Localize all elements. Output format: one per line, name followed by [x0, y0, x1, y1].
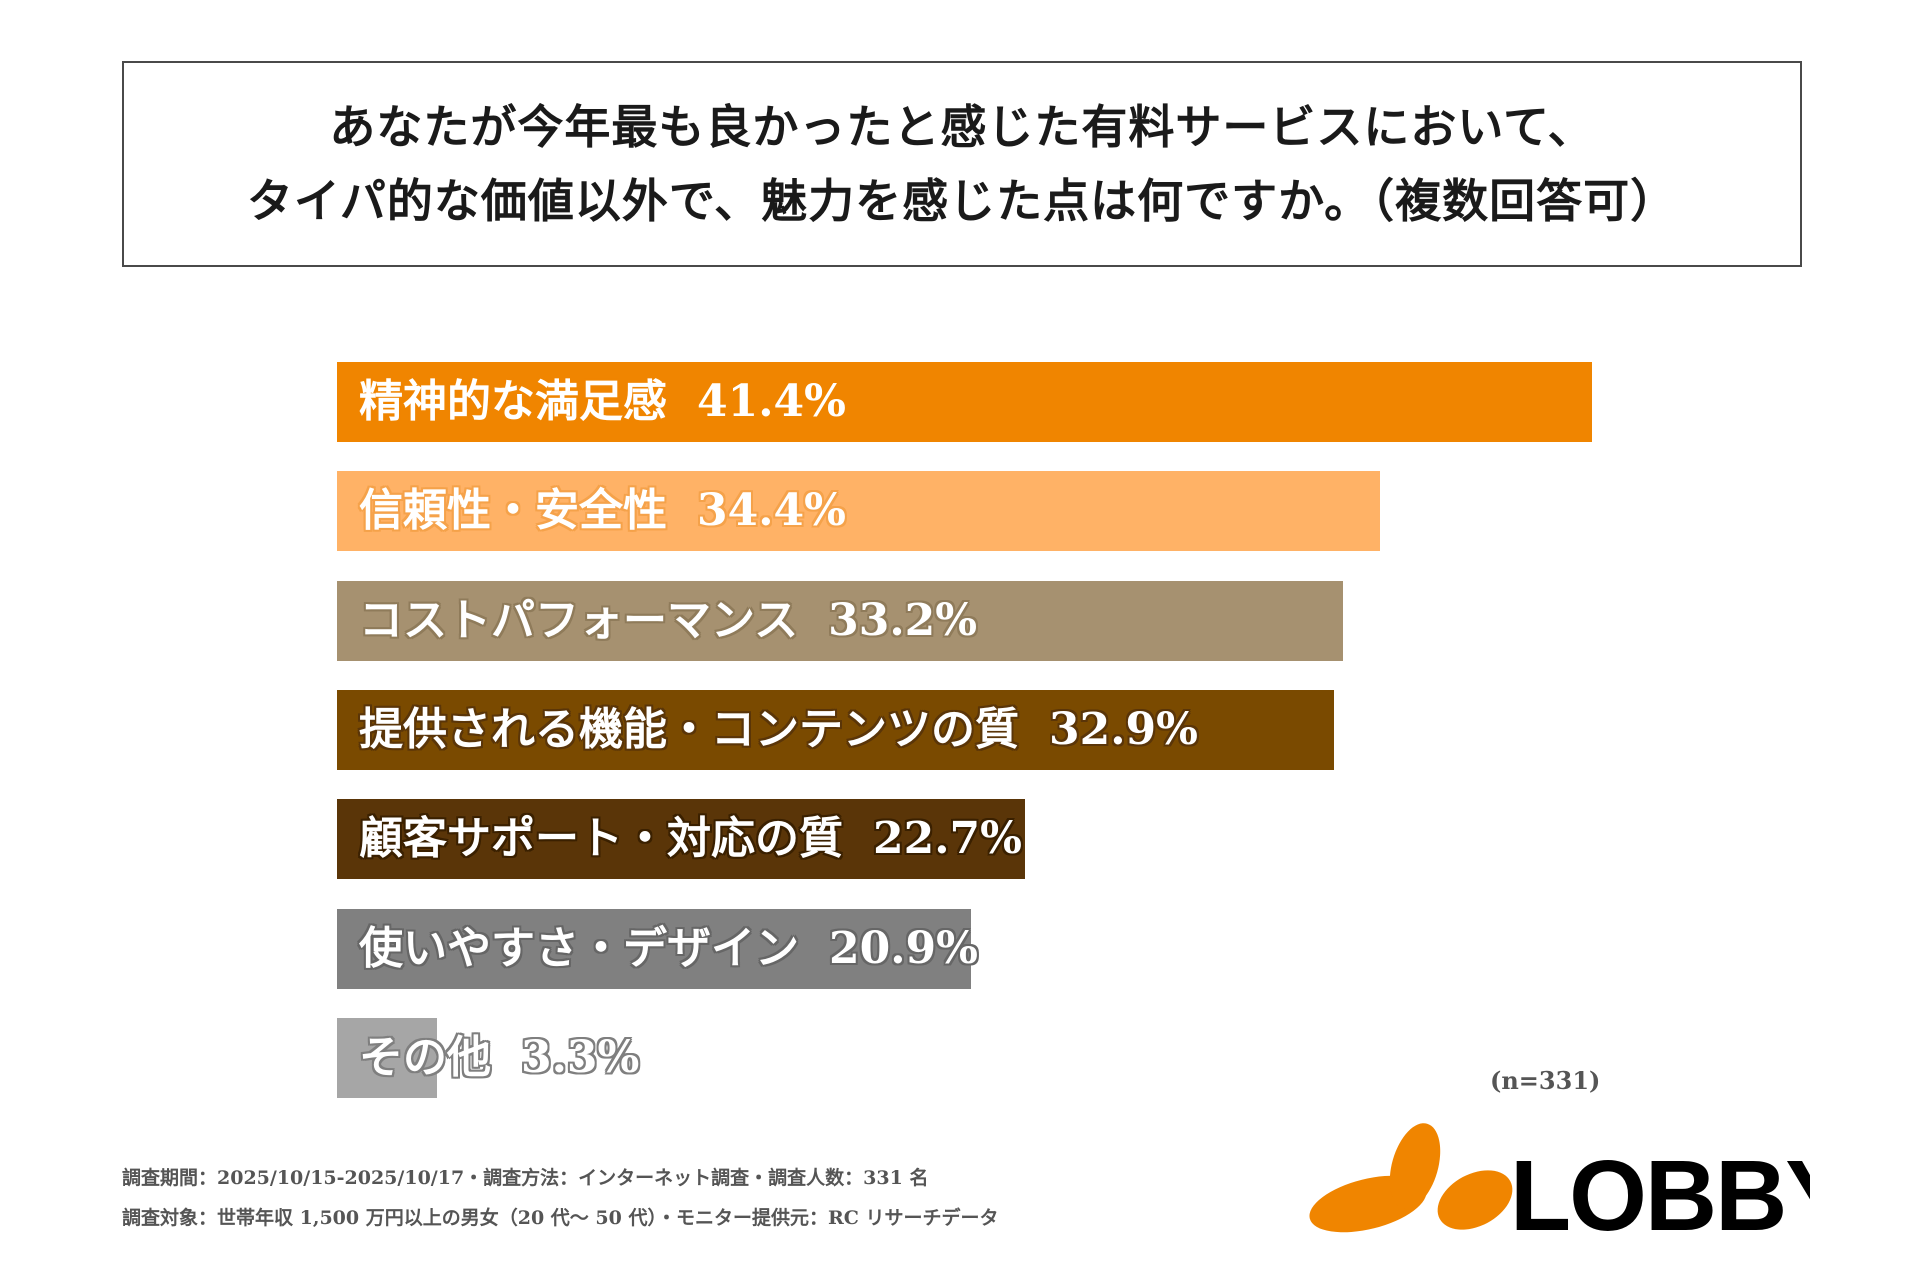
- bar-4: [337, 690, 1334, 770]
- bar-5: [337, 799, 1025, 879]
- bar-label-1: 精神的な満足感 41.4%: [359, 362, 846, 442]
- value-label: 32.9%: [1049, 704, 1198, 755]
- bar-7: [337, 1018, 437, 1098]
- category-label: 顧客サポート・対応の質: [359, 813, 843, 864]
- category-label: 精神的な満足感: [359, 376, 667, 427]
- question-title-line-2: タイパ的な価値以外で、魅力を感じた点は何ですか。（複数回答可）: [246, 174, 1678, 228]
- bar-label-3: コストパフォーマンス 33.2%: [359, 581, 977, 661]
- category-label: 提供される機能・コンテンツの質: [359, 704, 1019, 755]
- bar-label-5: 顧客サポート・対応の質 22.7%: [359, 799, 1022, 879]
- bar-label-6: 使いやすさ・デザイン 20.9%: [359, 909, 978, 989]
- bar-1: [337, 362, 1592, 442]
- lobby-logo: LOBBY: [1309, 1123, 1810, 1248]
- question-title-box: あなたが今年最も良かったと感じた有料サービスにおいて、 タイパ的な価値以外で、魅…: [122, 61, 1802, 267]
- lobby-logo-text: LOBBY: [1510, 1140, 1810, 1248]
- value-label: 41.4%: [697, 376, 846, 427]
- category-label: 信頼性・安全性: [359, 485, 667, 536]
- footnote-survey-target: 調査対象：世帯年収 1,500 万円以上の男女（20 代〜 50 代）・モニター…: [122, 1207, 999, 1229]
- value-label: 20.9%: [829, 923, 978, 974]
- value-label: 3.3%: [521, 1032, 640, 1083]
- category-label: コストパフォーマンス: [359, 595, 799, 646]
- bar-label-2: 信頼性・安全性 34.4%: [359, 471, 846, 551]
- category-label: 使いやすさ・デザイン: [359, 923, 799, 974]
- footnote-survey-period: 調査期間：2025/10/15-2025/10/17・調査方法：インターネット調…: [122, 1167, 929, 1189]
- category-label: その他: [359, 1032, 491, 1083]
- sample-size-note: (n=331): [1490, 1066, 1601, 1095]
- question-title-line-1: あなたが今年最も良かったと感じた有料サービスにおいて、: [329, 100, 1595, 154]
- value-label: 34.4%: [697, 485, 846, 536]
- bar-label-7: その他 3.3%: [359, 1018, 639, 1098]
- bar-2: [337, 471, 1380, 551]
- bar-label-4: 提供される機能・コンテンツの質 32.9%: [359, 690, 1198, 770]
- value-label: 22.7%: [873, 813, 1022, 864]
- bar-6: [337, 909, 971, 989]
- bar-3: [337, 581, 1343, 661]
- lobby-logo-icon: [1309, 1123, 1513, 1233]
- value-label: 33.2%: [828, 595, 978, 646]
